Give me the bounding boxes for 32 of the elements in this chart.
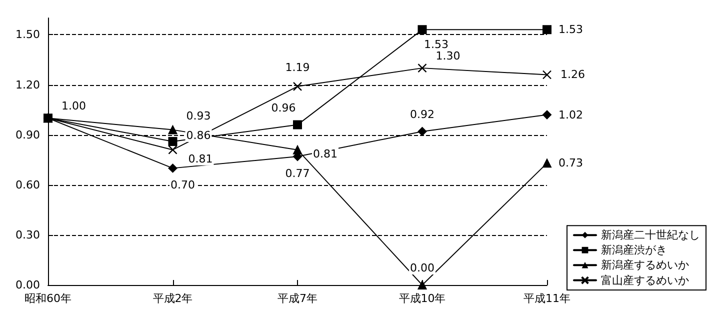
- data-label: 0.70: [170, 178, 195, 192]
- data-label: 1.30: [436, 50, 460, 63]
- y-tick-label: 0.00: [16, 278, 40, 292]
- data-label: 0.73: [558, 156, 583, 170]
- y-tick-label: 1.20: [16, 78, 40, 92]
- data-label: 1.00: [62, 100, 86, 113]
- legend-label: 富山産するめいか: [601, 274, 689, 287]
- y-tick-label: 0.30: [16, 228, 40, 242]
- legend-label: 新潟産二十世紀なし: [601, 228, 700, 242]
- legend-label: 新潟産するめいか: [601, 258, 689, 272]
- data-label: 0.00: [410, 262, 434, 274]
- y-tick-label: 1.50: [16, 28, 40, 42]
- data-label: 1.53: [424, 38, 448, 52]
- x-tick-label: 平成2年: [152, 292, 193, 305]
- y-tick-label: 0.90: [16, 128, 40, 142]
- data-label: 1.02: [558, 108, 583, 122]
- data-label: 0.96: [271, 101, 296, 114]
- data-label: 0.93: [186, 109, 211, 122]
- legend-label: 新潟産渋がき: [601, 244, 667, 257]
- x-tick-label: 平成10年: [398, 292, 446, 305]
- data-label: 1.53: [558, 23, 583, 36]
- data-label: 0.81: [188, 152, 213, 166]
- x-tick-label: 平成11年: [524, 292, 570, 305]
- data-label: 0.86: [186, 128, 211, 142]
- x-tick-label: 平成7年: [278, 292, 318, 305]
- data-label: 0.92: [410, 108, 434, 121]
- data-label: 0.77: [285, 167, 310, 180]
- data-label: 1.19: [285, 60, 310, 74]
- x-tick-label: 昭和60年: [24, 292, 72, 305]
- data-label: 0.81: [313, 147, 338, 160]
- y-tick-label: 0.60: [16, 178, 40, 192]
- data-label: 1.26: [560, 68, 585, 82]
